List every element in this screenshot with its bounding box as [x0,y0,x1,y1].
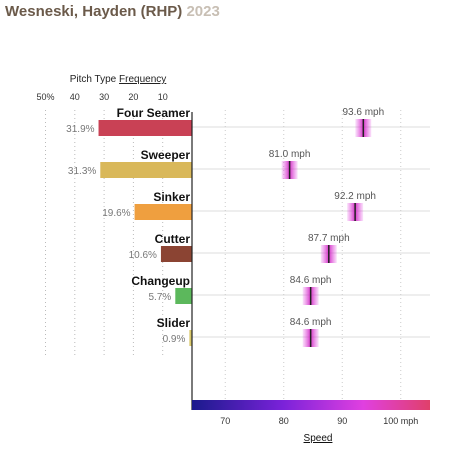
frequency-tick-label: 40 [70,92,80,102]
speed-color-scale [192,400,430,410]
speed-value-label: 84.6 mph [290,275,332,286]
frequency-value-label: 5.7% [149,292,172,303]
frequency-bar [175,288,192,304]
frequency-tick-label: 50% [36,92,54,102]
speed-tick-label: 70 [220,416,230,426]
speed-tick-label: 100 mph [383,416,418,426]
frequency-bar [134,204,192,220]
frequency-value-label: 19.6% [102,208,130,219]
speed-value-label: 87.7 mph [308,233,350,244]
frequency-bar [98,120,192,136]
frequency-title: Pitch Type Frequency [70,74,167,85]
frequency-value-label: 0.9% [163,334,186,345]
frequency-panel: Pitch Type Frequency 50% 40 30 20 10 Four Seam… [36,74,192,355]
frequency-value-label: 10.6% [129,250,157,261]
frequency-bar [160,246,192,262]
frequency-title-main: Pitch Type [70,74,119,85]
speed-panel: 93.6 mph 81.0 mph 92.2 mph 87.7 mph 84.6 mph… [191,107,430,444]
pitch-type-label: Slider [157,316,191,330]
pitch-type-label: Cutter [155,232,191,246]
speed-tick-label: 90 [337,416,347,426]
speed-value-label: 81.0 mph [269,149,311,160]
speed-value-label: 84.6 mph [290,317,332,328]
speed-axis-label: Speed [304,433,333,444]
player-name: Wesneski, Hayden (RHP) [5,3,183,20]
chart-title: Wesneski, Hayden (RHP) 2023 [5,3,220,20]
pitch-type-label: Sweeper [141,148,191,162]
frequency-value-label: 31.3% [68,166,96,177]
frequency-value-label: 31.9% [66,124,94,135]
speed-value-label: 92.2 mph [334,191,376,202]
frequency-tick-label: 30 [99,92,109,102]
speed-value-label: 93.6 mph [342,107,384,118]
pitch-type-label: Changeup [131,274,190,288]
frequency-tick-label: 20 [128,92,138,102]
frequency-tick-label: 10 [158,92,168,102]
frequency-bar [189,330,192,346]
frequency-title-emphasis: Frequency [119,74,166,85]
frequency-bar [100,162,192,178]
season-year: 2023 [186,3,220,20]
speed-tick-label: 80 [279,416,289,426]
pitch-type-label: Sinker [153,190,190,204]
pitch-type-label: Four Seamer [117,106,191,120]
